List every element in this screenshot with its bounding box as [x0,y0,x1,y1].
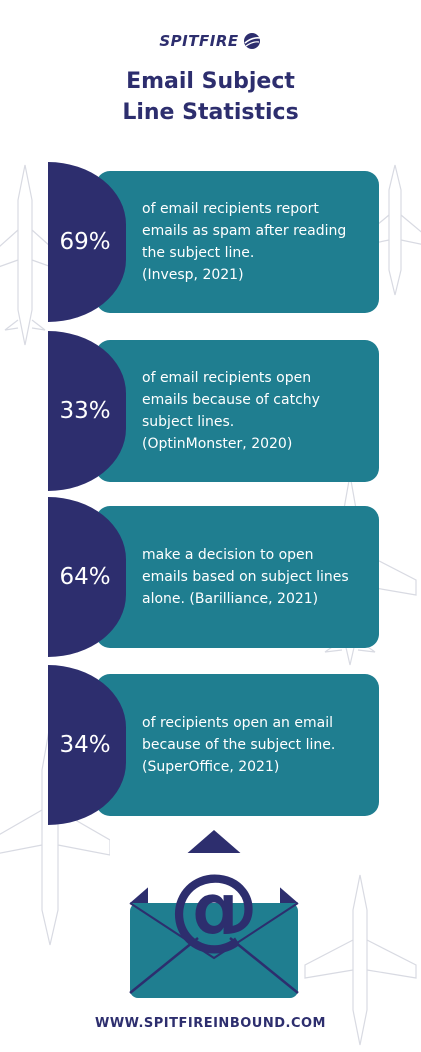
stat-block: 33% of email recipients open emails beca… [48,331,379,491]
stat-description: of email recipients report emails as spa… [142,201,347,283]
logo-text: SPITFIRE [159,32,239,50]
footer-url[interactable]: WWW.SPITFIREINBOUND.COM [95,1016,326,1031]
stat-card [96,340,379,482]
envelope-at-icon: @ [129,830,299,998]
page-title: Email Subject Line Statistics [122,69,299,125]
stat-percent: 33% [59,398,111,424]
stat-percent: 64% [59,564,111,590]
stat-percent: 34% [59,732,111,758]
at-symbol: @ [169,855,259,960]
stat-description: make a decision to open emails based on … [142,547,349,607]
stat-block: 34% of recipients open an email because … [48,665,379,825]
globe-wing-icon [243,33,260,49]
stat-description: of recipients open an email because of t… [142,715,336,775]
stat-percent: 69% [59,229,111,255]
stat-card [96,506,379,648]
stat-description: of email recipients open emails because … [142,370,320,452]
stat-card [96,171,379,313]
stat-block: 64% make a decision to open emails based… [48,497,379,657]
brand-logo: SPITFIRE [0,28,421,54]
stat-card [96,674,379,816]
stat-block: 69% of email recipients report emails as… [48,162,379,322]
